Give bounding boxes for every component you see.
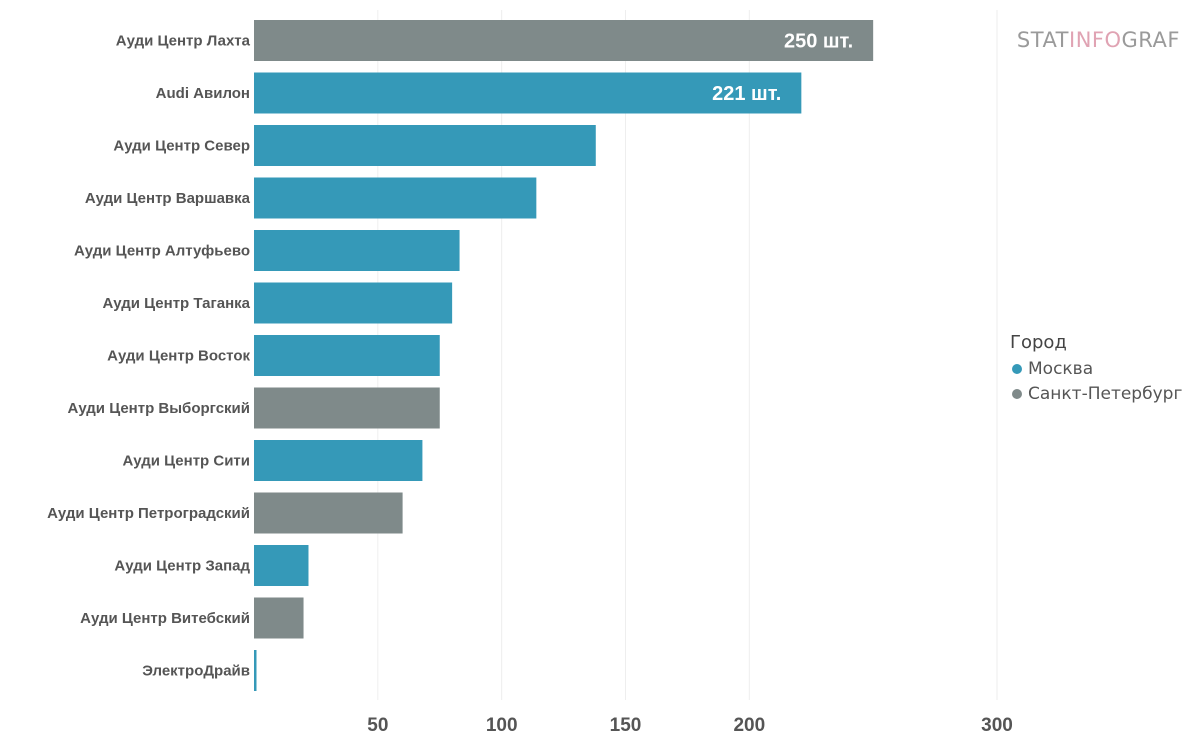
x-tick-label: 50 bbox=[367, 715, 388, 736]
bar bbox=[254, 20, 874, 61]
category-label: Ауди Центр Таганка bbox=[102, 295, 250, 312]
x-tick-label: 150 bbox=[610, 715, 642, 736]
category-label: Ауди Центр Запад bbox=[114, 558, 250, 575]
bar bbox=[254, 230, 460, 271]
legend-label-spb: Санкт-Петербург bbox=[1028, 384, 1183, 404]
x-tick-label: 100 bbox=[486, 715, 518, 736]
bar bbox=[254, 125, 596, 166]
brand-logo: STATINFOGRAF bbox=[1016, 28, 1180, 52]
bar bbox=[254, 335, 440, 376]
category-label: Ауди Центр Алтуфьево bbox=[74, 243, 250, 260]
legend-item-moscow[interactable]: Москва bbox=[1010, 359, 1182, 379]
x-tick-label: 300 bbox=[981, 715, 1013, 736]
bar bbox=[254, 492, 403, 534]
legend-item-spb[interactable]: Санкт-Петербург bbox=[1010, 384, 1182, 404]
category-label: ЭлектроДрайв bbox=[142, 663, 250, 680]
category-label: Ауди Центр Восток bbox=[107, 348, 250, 365]
legend-swatch-spb bbox=[1012, 389, 1022, 399]
category-label: Ауди Центр Север bbox=[113, 138, 250, 155]
legend: Город Москва Санкт-Петербург bbox=[1010, 332, 1182, 409]
data-label: 250 шт. bbox=[784, 31, 853, 53]
legend-title: Город bbox=[1010, 332, 1067, 353]
data-label: 221 шт. bbox=[712, 83, 781, 105]
category-label: Ауди Центр Выборгский bbox=[67, 400, 250, 417]
bar bbox=[254, 650, 257, 691]
bar bbox=[254, 387, 440, 429]
bar bbox=[254, 440, 423, 481]
bar bbox=[254, 282, 453, 324]
category-label: Ауди Центр Лахта bbox=[116, 33, 251, 50]
category-label: Ауди Центр Варшавка bbox=[85, 190, 251, 207]
bar bbox=[254, 72, 802, 114]
x-tick-label: 200 bbox=[733, 715, 765, 736]
bar bbox=[254, 177, 537, 219]
legend-label-moscow: Москва bbox=[1028, 359, 1094, 379]
category-label: Ауди Центр Петроградский bbox=[47, 505, 250, 522]
category-label: Ауди Центр Витебский bbox=[80, 610, 250, 627]
legend-swatch-moscow bbox=[1012, 364, 1022, 374]
bar bbox=[254, 545, 309, 586]
bar bbox=[254, 597, 304, 639]
category-label: Audi Авилон bbox=[156, 85, 250, 102]
category-label: Ауди Центр Сити bbox=[122, 453, 250, 470]
